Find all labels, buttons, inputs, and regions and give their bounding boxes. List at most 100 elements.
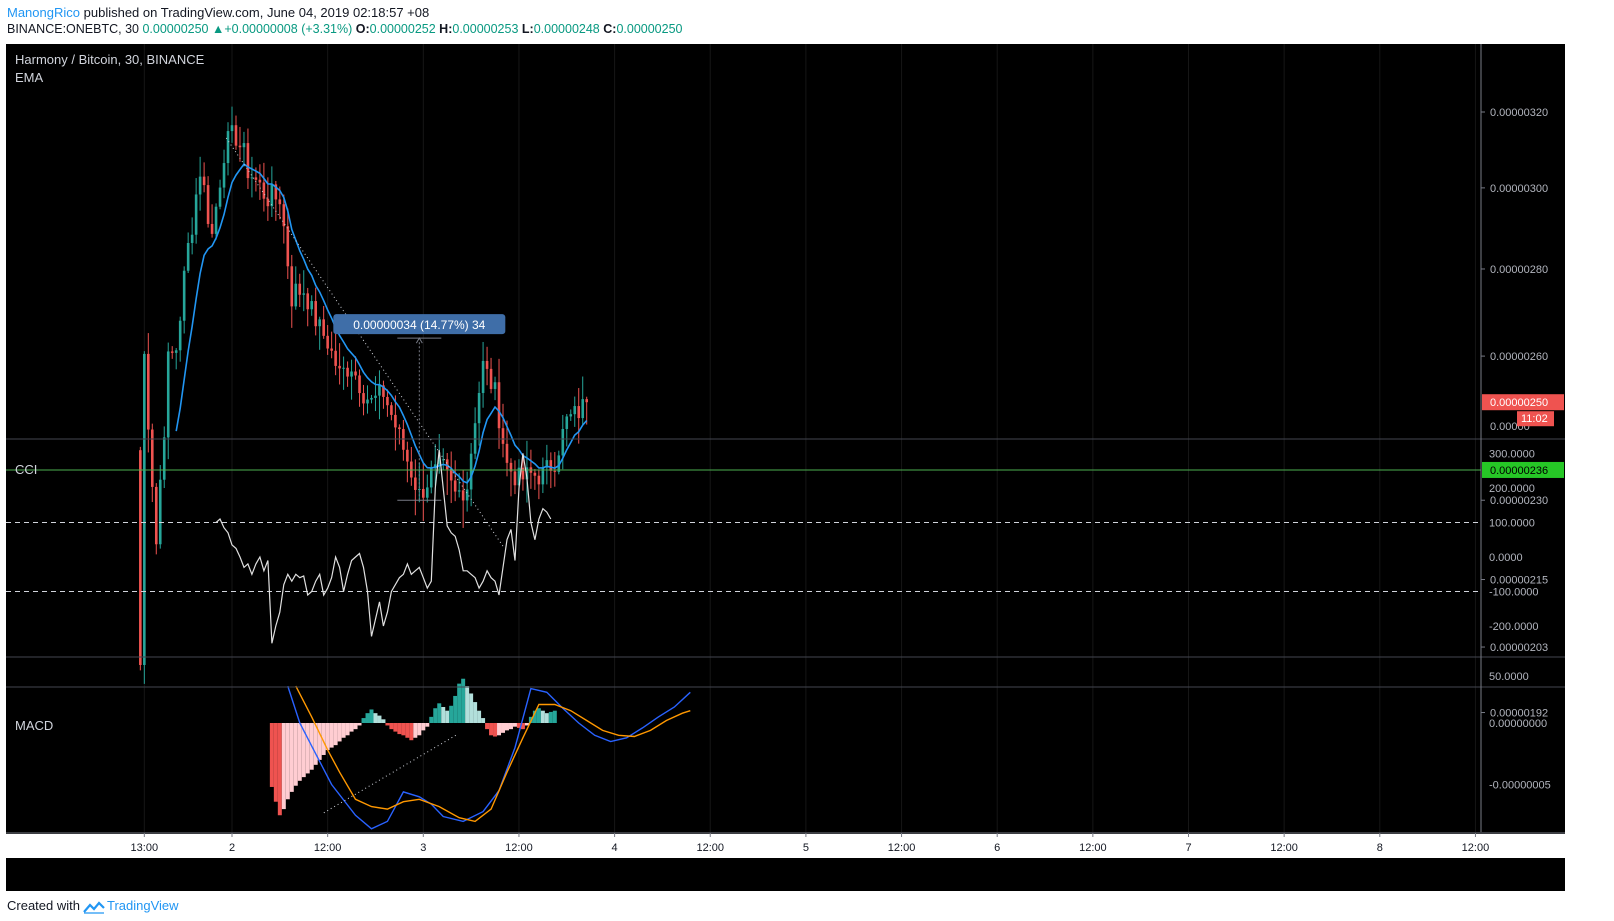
candle-body[interactable] bbox=[322, 319, 325, 336]
candle-body[interactable] bbox=[449, 469, 453, 481]
candle-body[interactable] bbox=[278, 199, 282, 205]
candle-body[interactable] bbox=[310, 301, 314, 310]
candle-body[interactable] bbox=[218, 187, 222, 207]
candle-body[interactable] bbox=[143, 353, 146, 665]
candle-body[interactable] bbox=[457, 490, 461, 492]
candle-body[interactable] bbox=[481, 360, 485, 393]
measure-label-box[interactable] bbox=[333, 314, 506, 335]
candle-body[interactable] bbox=[286, 226, 290, 267]
candle-body[interactable] bbox=[366, 399, 369, 404]
ema-indicator-label[interactable]: EMA bbox=[15, 70, 44, 85]
candle-body[interactable] bbox=[222, 163, 226, 188]
candle-body[interactable] bbox=[565, 416, 569, 429]
candle-body[interactable] bbox=[266, 198, 270, 207]
candle-body[interactable] bbox=[270, 184, 274, 207]
candle-body[interactable] bbox=[537, 475, 541, 485]
candle-body[interactable] bbox=[414, 477, 417, 490]
candle-body[interactable] bbox=[262, 182, 266, 199]
candle-body[interactable] bbox=[394, 414, 397, 428]
candle-body[interactable] bbox=[390, 405, 393, 415]
candle-body[interactable] bbox=[441, 459, 445, 461]
candle-body[interactable] bbox=[182, 270, 186, 321]
candle-body[interactable] bbox=[210, 223, 214, 234]
trendline-macd[interactable] bbox=[323, 734, 457, 814]
candle-body[interactable] bbox=[493, 382, 497, 389]
candle-body[interactable] bbox=[533, 472, 537, 476]
candle-body[interactable] bbox=[206, 185, 210, 224]
candle-body[interactable] bbox=[258, 179, 262, 183]
candle-body[interactable] bbox=[214, 206, 218, 234]
candle-body[interactable] bbox=[418, 488, 421, 490]
candle-body[interactable] bbox=[473, 423, 477, 454]
candle-body[interactable] bbox=[541, 467, 545, 485]
candle-body[interactable] bbox=[306, 293, 310, 310]
candle-body[interactable] bbox=[139, 450, 142, 665]
candle-body[interactable] bbox=[422, 488, 425, 498]
macd-pane[interactable]: MACD bbox=[15, 678, 691, 830]
tradingview-brand-link[interactable]: TradingView bbox=[106, 898, 179, 913]
candle-body[interactable] bbox=[282, 204, 286, 227]
candle-body[interactable] bbox=[501, 428, 505, 444]
candle-body[interactable] bbox=[433, 464, 437, 469]
candle-body[interactable] bbox=[254, 177, 258, 180]
candle-body[interactable] bbox=[525, 467, 529, 480]
candle-body[interactable] bbox=[461, 490, 465, 501]
candle-body[interactable] bbox=[246, 143, 250, 179]
candle-body[interactable] bbox=[354, 371, 357, 376]
candle-body[interactable] bbox=[302, 293, 306, 295]
candle-body[interactable] bbox=[521, 467, 525, 480]
candle-body[interactable] bbox=[298, 283, 302, 295]
candle-body[interactable] bbox=[477, 392, 481, 424]
candle-body[interactable] bbox=[569, 414, 573, 417]
candle-body[interactable] bbox=[465, 489, 469, 501]
candle-body[interactable] bbox=[342, 367, 345, 369]
candle-body[interactable] bbox=[429, 468, 433, 488]
candle-body[interactable] bbox=[398, 427, 401, 430]
candle-body[interactable] bbox=[469, 453, 473, 490]
candle-body[interactable] bbox=[358, 375, 361, 394]
candle-body[interactable] bbox=[190, 234, 194, 243]
candle-body[interactable] bbox=[577, 406, 581, 419]
candle-body[interactable] bbox=[350, 371, 353, 377]
candle-body[interactable] bbox=[150, 429, 154, 487]
macd-signal-line[interactable] bbox=[295, 685, 691, 823]
cci-pane[interactable]: CCI bbox=[6, 449, 1481, 644]
candle-body[interactable] bbox=[274, 184, 278, 200]
candle-body[interactable] bbox=[585, 399, 589, 403]
candle-body[interactable] bbox=[406, 449, 409, 462]
candle-body[interactable] bbox=[557, 455, 561, 472]
candle-body[interactable] bbox=[147, 353, 150, 430]
candle-body[interactable] bbox=[174, 350, 178, 353]
candle-body[interactable] bbox=[170, 351, 174, 353]
candle-body[interactable] bbox=[553, 470, 557, 472]
username-link[interactable]: ManongRico bbox=[7, 5, 80, 20]
candle-body[interactable] bbox=[230, 125, 234, 132]
candle-body[interactable] bbox=[513, 471, 517, 486]
candle-body[interactable] bbox=[445, 459, 449, 470]
candle-body[interactable] bbox=[158, 479, 162, 545]
candle-body[interactable] bbox=[581, 399, 585, 419]
candle-body[interactable] bbox=[162, 437, 166, 480]
candle-body[interactable] bbox=[545, 460, 549, 468]
candle-body[interactable] bbox=[489, 368, 493, 389]
candle-body[interactable] bbox=[561, 428, 565, 456]
candle-body[interactable] bbox=[166, 351, 170, 438]
candle-body[interactable] bbox=[194, 194, 198, 235]
macd-line[interactable] bbox=[287, 685, 691, 830]
candle-body[interactable] bbox=[497, 382, 501, 429]
candle-body[interactable] bbox=[326, 335, 329, 349]
macd-histogram[interactable] bbox=[269, 678, 557, 816]
candle-body[interactable] bbox=[378, 385, 381, 396]
candles[interactable] bbox=[139, 106, 589, 684]
candle-body[interactable] bbox=[314, 301, 317, 327]
candle-body[interactable] bbox=[549, 460, 553, 471]
candle-body[interactable] bbox=[238, 145, 242, 148]
candle-body[interactable] bbox=[242, 143, 246, 148]
candle-body[interactable] bbox=[234, 125, 238, 146]
candle-body[interactable] bbox=[485, 360, 489, 369]
candle-body[interactable] bbox=[370, 397, 373, 400]
candle-body[interactable] bbox=[346, 367, 349, 377]
candle-body[interactable] bbox=[178, 320, 182, 351]
candle-body[interactable] bbox=[362, 393, 365, 404]
